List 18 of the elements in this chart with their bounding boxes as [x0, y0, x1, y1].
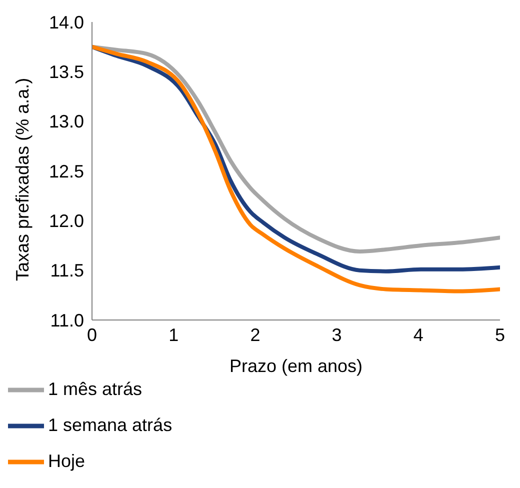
- y-tick-label: 13.5: [48, 62, 84, 82]
- x-tick-label: 2: [250, 324, 260, 345]
- legend-label: Hoje: [48, 450, 86, 471]
- x-tick-label: 1: [168, 324, 179, 345]
- y-tick-label: 14.0: [48, 12, 84, 32]
- y-tick-label: 12.0: [48, 211, 84, 232]
- x-axis-title: Prazo (em anos): [229, 356, 363, 376]
- x-tick-label: 3: [332, 324, 342, 345]
- x-tick-label: 4: [413, 324, 424, 345]
- y-tick-label: 11.0: [50, 310, 84, 330]
- x-tick-label: 5: [494, 324, 506, 345]
- y-tick-label: 12.5: [48, 161, 84, 182]
- legend-label: 1 mês atrás: [48, 378, 142, 399]
- legend-label: 1 semana atrás: [48, 414, 172, 435]
- x-tick-label: 0: [86, 324, 98, 345]
- y-tick-label: 13.0: [48, 112, 84, 132]
- y-tick-label: 11.5: [50, 260, 84, 281]
- y-axis-title: Taxas prefixadas (% a.a.): [12, 78, 32, 281]
